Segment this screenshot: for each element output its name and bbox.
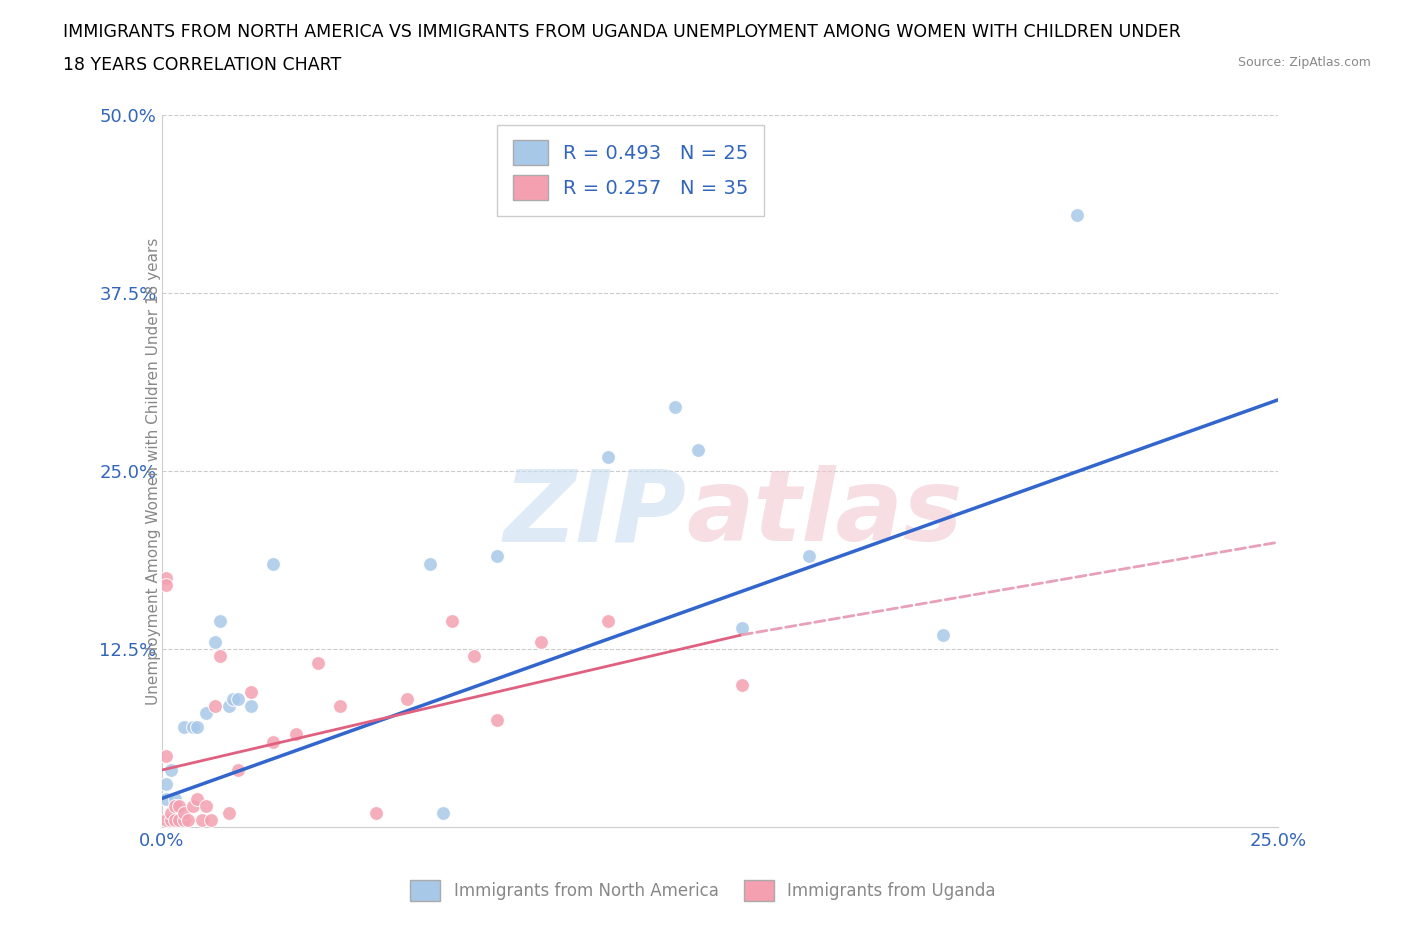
Point	[262, 556, 284, 571]
Point	[1066, 207, 1088, 222]
Point	[284, 727, 307, 742]
Legend: Immigrants from North America, Immigrants from Uganda: Immigrants from North America, Immigrant…	[404, 873, 1002, 908]
Text: IMMIGRANTS FROM NORTH AMERICA VS IMMIGRANTS FROM UGANDA UNEMPLOYMENT AMONG WOMEN: IMMIGRANTS FROM NORTH AMERICA VS IMMIGRA…	[63, 23, 1181, 41]
Point	[598, 449, 620, 464]
Point	[307, 656, 329, 671]
Point	[181, 798, 204, 813]
Point	[226, 691, 249, 706]
Y-axis label: Unemployment Among Women with Children Under 18 years: Unemployment Among Women with Children U…	[146, 237, 160, 705]
Point	[173, 813, 195, 828]
Text: Source: ZipAtlas.com: Source: ZipAtlas.com	[1237, 56, 1371, 69]
Point	[686, 443, 709, 458]
Point	[239, 698, 262, 713]
Point	[208, 649, 231, 664]
Point	[159, 763, 181, 777]
Point	[186, 791, 208, 806]
Legend: R = 0.493   N = 25, R = 0.257   N = 35: R = 0.493 N = 25, R = 0.257 N = 35	[496, 125, 763, 216]
Point	[195, 798, 218, 813]
Point	[173, 720, 195, 735]
Text: atlas: atlas	[686, 465, 963, 563]
Point	[485, 549, 508, 564]
Point	[226, 763, 249, 777]
Point	[432, 805, 454, 820]
Point	[440, 613, 463, 628]
Point	[200, 813, 222, 828]
Point	[932, 628, 955, 643]
Point	[155, 570, 177, 585]
Point	[396, 691, 419, 706]
Point	[222, 691, 245, 706]
Point	[173, 805, 195, 820]
Point	[463, 649, 485, 664]
Point	[218, 805, 240, 820]
Point	[155, 777, 177, 791]
Point	[204, 634, 226, 649]
Point	[163, 798, 186, 813]
Point	[155, 578, 177, 592]
Point	[731, 620, 754, 635]
Point	[177, 813, 200, 828]
Point	[485, 712, 508, 727]
Point	[204, 698, 226, 713]
Point	[159, 805, 181, 820]
Point	[155, 791, 177, 806]
Point	[208, 613, 231, 628]
Text: ZIP: ZIP	[503, 465, 686, 563]
Point	[181, 720, 204, 735]
Point	[329, 698, 352, 713]
Point	[364, 805, 387, 820]
Point	[186, 720, 208, 735]
Point	[218, 698, 240, 713]
Point	[155, 749, 177, 764]
Point	[169, 798, 191, 813]
Point	[664, 400, 686, 415]
Point	[530, 634, 553, 649]
Point	[159, 813, 181, 828]
Point	[239, 684, 262, 699]
Point	[191, 813, 214, 828]
Point	[731, 677, 754, 692]
Point	[419, 556, 441, 571]
Point	[799, 549, 821, 564]
Point	[155, 813, 177, 828]
Point	[262, 734, 284, 749]
Point	[598, 613, 620, 628]
Point	[163, 813, 186, 828]
Text: 18 YEARS CORRELATION CHART: 18 YEARS CORRELATION CHART	[63, 56, 342, 73]
Point	[163, 791, 186, 806]
Point	[195, 706, 218, 721]
Point	[169, 813, 191, 828]
